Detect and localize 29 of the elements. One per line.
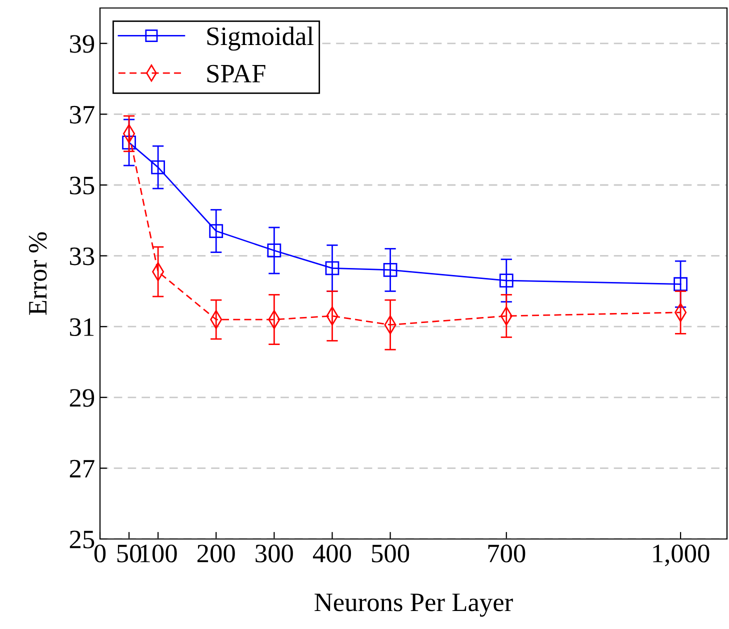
point xyxy=(325,261,340,276)
point xyxy=(674,277,688,292)
x-tick-label: 700 xyxy=(488,544,526,562)
x-tick-label: 500 xyxy=(372,544,410,562)
y-tick-label: 25 xyxy=(70,530,94,548)
x-tick-label: 100 xyxy=(140,544,177,562)
point xyxy=(383,263,398,277)
x-tick-label: 300 xyxy=(256,544,293,562)
y-tick-label: 29 xyxy=(70,389,94,407)
x-axis-title: Neurons Per Layer xyxy=(314,594,513,617)
point xyxy=(209,224,224,238)
point xyxy=(499,274,514,288)
x-tick-label: 200 xyxy=(197,544,235,562)
legend-label: Sigmoidal xyxy=(207,26,314,51)
x-tick-label: 400 xyxy=(312,544,352,562)
y-tick-label: 35 xyxy=(70,176,94,194)
legend-label: SPAF xyxy=(207,64,266,83)
y-axis-title: Error % xyxy=(28,232,47,315)
y-tick-label: 39 xyxy=(70,35,94,53)
x-tick-label: 50 xyxy=(117,544,142,562)
x-tick-label: 0 xyxy=(94,544,106,562)
y-tick-label: 37 xyxy=(70,106,94,124)
y-tick-label: 33 xyxy=(70,247,94,266)
y-tick-label: 31 xyxy=(70,318,94,336)
point xyxy=(122,136,136,150)
x-tick-label: 1,000 xyxy=(653,544,710,566)
y-tick-label: 27 xyxy=(70,460,94,478)
point xyxy=(151,160,165,174)
point xyxy=(267,244,282,258)
